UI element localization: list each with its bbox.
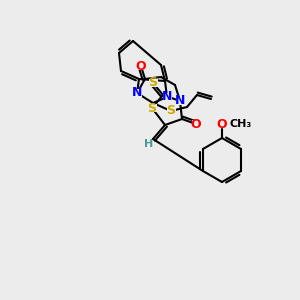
FancyBboxPatch shape [167,107,176,115]
Text: O: O [136,59,146,73]
Text: S: S [167,104,176,118]
FancyBboxPatch shape [191,120,200,128]
FancyBboxPatch shape [176,97,184,105]
FancyBboxPatch shape [214,120,230,128]
Text: O: O [217,118,227,130]
Text: CH₃: CH₃ [230,119,252,129]
Text: O: O [191,118,201,130]
FancyBboxPatch shape [144,139,152,147]
FancyBboxPatch shape [163,93,172,101]
Text: S: S [148,76,158,89]
FancyBboxPatch shape [136,62,146,70]
Text: S: S [148,101,157,115]
Text: N: N [175,94,185,107]
FancyBboxPatch shape [148,79,158,87]
FancyBboxPatch shape [148,104,157,112]
Text: H: H [144,139,154,149]
Text: N: N [162,91,172,103]
FancyBboxPatch shape [133,89,142,97]
Text: N: N [132,86,142,100]
